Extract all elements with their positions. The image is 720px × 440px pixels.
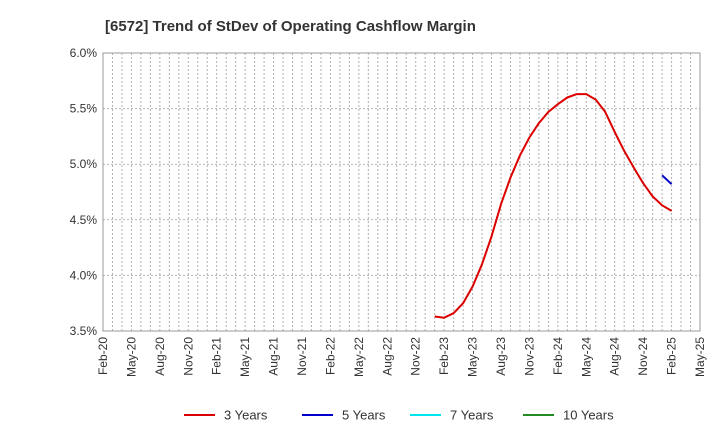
y-tick-label: 5.0% — [70, 157, 98, 171]
x-tick-label: Aug-24 — [608, 337, 622, 376]
x-axis: Feb-20 May-20 Aug-20 Nov-20 Feb-21 May-21 Aug-… — [96, 337, 707, 377]
x-tick-label: May-21 — [238, 337, 252, 377]
series-lines — [434, 93, 673, 319]
x-tick-label: Feb-20 — [96, 337, 110, 375]
x-tick-label: Nov-22 — [409, 337, 423, 376]
series-line-5-years — [661, 174, 673, 185]
legend-label-7-years: 7 Years — [450, 408, 494, 423]
x-tick-label: Aug-23 — [494, 337, 508, 376]
legend-label-10-years: 10 Years — [563, 408, 614, 423]
x-tick-label: May-20 — [124, 337, 138, 377]
x-tick-label: Feb-22 — [323, 337, 337, 375]
x-tick-label: Nov-23 — [522, 337, 536, 376]
x-tick-label: May-24 — [579, 337, 593, 377]
x-tick-label: Feb-23 — [437, 337, 451, 375]
x-tick-label: Feb-25 — [665, 337, 679, 375]
x-tick-label: May-23 — [466, 337, 480, 377]
x-tick-label: May-25 — [693, 337, 707, 377]
x-tick-label: May-22 — [352, 337, 366, 377]
x-tick-label: Nov-21 — [295, 337, 309, 376]
y-tick-label: 3.5% — [70, 324, 98, 338]
x-tick-label: Feb-21 — [210, 337, 224, 375]
x-tick-label: Nov-20 — [181, 337, 195, 376]
grid — [103, 53, 700, 331]
x-tick-label: Feb-24 — [551, 337, 565, 375]
legend-label-3-years: 3 Years — [224, 408, 268, 423]
x-tick-label: Aug-21 — [267, 337, 281, 376]
chart-title: [6572] Trend of StDev of Operating Cashf… — [105, 18, 476, 35]
y-axis: 3.5% 4.0% 4.5% 5.0% 5.5% 6.0% — [70, 46, 98, 338]
y-tick-label: 4.0% — [70, 268, 98, 282]
series-line-3-years — [434, 93, 673, 319]
plot-area — [102, 52, 701, 332]
x-tick-label: Nov-24 — [636, 337, 650, 376]
legend: 3 Years 5 Years 7 Years 10 Years — [184, 408, 614, 423]
x-tick-label: Aug-22 — [380, 337, 394, 376]
x-tick-label: Aug-20 — [153, 337, 167, 376]
y-tick-label: 5.5% — [70, 102, 98, 116]
legend-label-5-years: 5 Years — [342, 408, 386, 423]
y-tick-label: 6.0% — [70, 46, 98, 60]
y-tick-label: 4.5% — [70, 213, 98, 227]
